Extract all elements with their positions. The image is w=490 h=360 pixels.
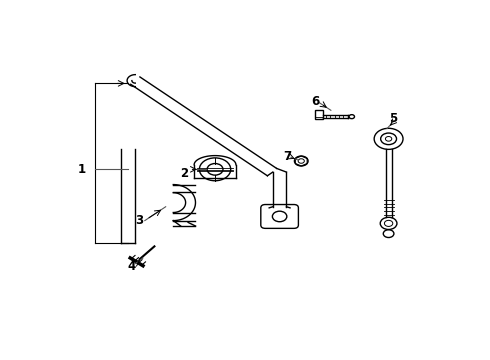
Text: 4: 4 (127, 260, 136, 273)
Text: 7: 7 (283, 150, 291, 163)
Text: 1: 1 (78, 163, 86, 176)
Text: 6: 6 (312, 95, 320, 108)
Text: 2: 2 (180, 167, 189, 180)
Text: 3: 3 (135, 214, 143, 227)
Text: 5: 5 (390, 112, 398, 125)
Bar (315, 110, 323, 119)
